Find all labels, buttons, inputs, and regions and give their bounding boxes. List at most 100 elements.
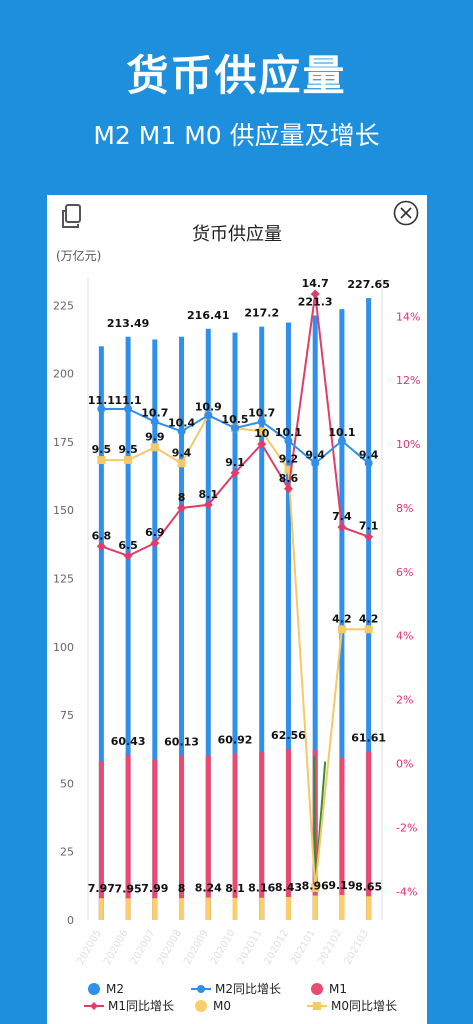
bar-m1 (179, 755, 185, 920)
series-point-M1同比增长 (257, 439, 267, 449)
legend-label: M2 (106, 982, 124, 996)
data-label-M2同比增长: 10.4 (168, 416, 195, 429)
bar-m0 (339, 894, 345, 920)
y-tick-right-label: 12% (396, 374, 420, 387)
bar-m0 (285, 896, 291, 920)
legend-marker (88, 983, 100, 995)
x-tick-label: 202007 (129, 928, 158, 967)
y-tick-left-label: 75 (60, 709, 74, 722)
bar-m2 (366, 298, 372, 920)
bar-m0 (232, 897, 238, 920)
data-label-M0: 7.99 (141, 882, 168, 895)
series-point-M2同比增长 (284, 436, 293, 445)
y-tick-right-label: 2% (396, 694, 413, 707)
data-label-M2: 213.49 (107, 317, 149, 330)
series-point-M1同比增长 (364, 532, 374, 542)
data-label-M2: 221.3 (298, 295, 333, 308)
data-label-M2同比增长: 9.4 (359, 448, 379, 461)
data-label-M2同比增长: 10.7 (141, 407, 168, 420)
bar-m2 (232, 332, 238, 920)
bar-m1 (259, 751, 265, 920)
data-label-M1同比增长: 7.1 (359, 520, 379, 533)
bar-m2 (125, 336, 131, 920)
y-tick-right-label: 10% (396, 438, 420, 451)
y-tick-right-label: 0% (396, 757, 413, 770)
data-label-M1同比增长: 8.6 (279, 472, 299, 485)
series-point-M0同比增长 (337, 625, 346, 634)
x-tick-label: 202102 (316, 928, 345, 967)
bar-m1 (152, 759, 158, 920)
data-label-M1同比增长: 7.4 (332, 510, 352, 523)
bar-m2 (179, 336, 185, 920)
y-tick-left-label: 50 (60, 777, 74, 790)
series-point-M2同比增长 (364, 459, 373, 468)
series-point-M2同比增长 (311, 459, 320, 468)
legend-label: M0 (213, 999, 231, 1013)
bar-m2 (285, 322, 291, 920)
data-label-M2: 227.65 (347, 278, 389, 291)
y-tick-right-label: 6% (396, 566, 413, 579)
x-tick-label: 202010 (209, 928, 238, 967)
bar-m1 (205, 755, 211, 920)
data-label-M1同比增长: 8.1 (199, 488, 219, 501)
data-label-M0: 7.95 (115, 882, 142, 895)
data-label-M1同比增长: 6.8 (92, 529, 112, 542)
bar-m1 (232, 753, 238, 920)
data-label-M0: 8.96 (302, 880, 329, 893)
y-tick-right-label: 14% (396, 310, 420, 323)
legend-marker (311, 983, 323, 995)
spike-segment-left (313, 756, 317, 889)
series-point-M1同比增长 (310, 289, 320, 299)
data-label-M0: 8.1 (225, 882, 245, 895)
data-label-M1同比增长: 6.5 (118, 539, 138, 552)
data-label-M2同比增长: 11.1 (88, 394, 115, 407)
y-tick-left-label: 100 (53, 641, 74, 654)
bar-m0 (312, 895, 318, 920)
data-label-M1同比增长: 6.9 (145, 526, 165, 539)
data-label-M0: 8.43 (275, 881, 302, 894)
series-point-M0同比增长 (177, 459, 186, 468)
bar-m0 (205, 897, 211, 920)
data-label-M2: 216.41 (187, 309, 229, 322)
legend-marker (90, 1002, 98, 1010)
bar-m0 (366, 896, 372, 920)
series-point-M1同比增长 (177, 503, 187, 513)
bar-m1 (366, 751, 372, 920)
bar-m2 (259, 326, 265, 921)
bar-m2 (312, 315, 318, 920)
y-tick-left-label: 225 (53, 299, 74, 312)
legend-marker (197, 985, 205, 993)
bar-m1 (98, 761, 104, 920)
series-point-M1同比增长 (337, 522, 347, 532)
data-label-M0: 8 (178, 882, 186, 895)
series-point-M1同比增长 (150, 538, 160, 548)
y-tick-right-label: 8% (396, 502, 413, 515)
y-tick-right-label: -2% (396, 821, 417, 834)
series-point-M2同比增长 (124, 404, 133, 413)
x-tick-label: 202009 (182, 928, 211, 967)
y-tick-left-label: 200 (53, 368, 74, 381)
legend-label: M0同比增长 (331, 999, 397, 1013)
data-label-M2同比增长: 10.1 (328, 426, 355, 439)
series-point-M0同比增长 (97, 456, 106, 465)
data-label-M0同比增长: 9.2 (279, 453, 299, 466)
y-tick-left-label: 125 (53, 573, 74, 586)
data-label-M0同比增长: 9.5 (118, 443, 138, 456)
series-point-M1同比增长 (123, 551, 133, 561)
y-tick-right-label: -4% (396, 885, 417, 898)
y-tick-left-label: 0 (67, 914, 74, 927)
data-label-M0: 8.24 (195, 881, 222, 894)
data-label-M0同比增长: 9.4 (172, 446, 192, 459)
data-label-M1同比增长: 10 (254, 427, 270, 440)
page-title: 货币供应量 (126, 51, 347, 100)
data-label-M0同比增长: 4.2 (332, 612, 352, 625)
y-tick-left-label: 175 (53, 436, 74, 449)
y-tick-left-label: 25 (60, 846, 74, 859)
data-label-M1: 60.92 (218, 734, 253, 747)
close-icon[interactable] (393, 200, 419, 226)
legend-marker (313, 1002, 321, 1010)
share-icon[interactable] (62, 203, 86, 229)
data-label-M1: 60.13 (164, 736, 199, 749)
series-point-M2同比增长 (97, 404, 106, 413)
series-point-M2同比增长 (257, 417, 266, 426)
